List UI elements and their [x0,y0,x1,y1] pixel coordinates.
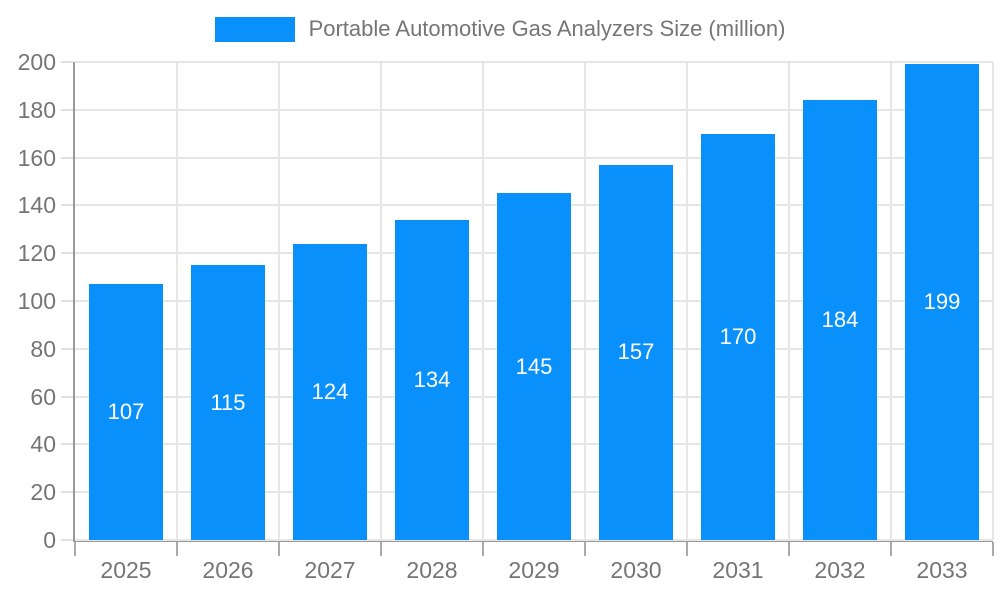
gridline-vertical [992,62,994,540]
gridline-horizontal [75,61,993,63]
gridline-vertical [686,62,688,540]
bar-value-label: 134 [413,366,451,392]
y-axis-tick-label: 120 [17,240,56,267]
y-axis-tick-label: 0 [43,527,56,553]
x-axis-tick [584,542,586,556]
x-axis-tick [890,542,892,556]
x-axis-tick [482,542,484,556]
x-axis-tick-label: 2030 [610,557,662,583]
bar-value-label: 170 [719,323,757,349]
y-axis-tick [61,156,73,159]
x-axis-tick-label: 2031 [712,557,764,583]
gridline-vertical [890,62,892,540]
gridline-vertical [278,62,280,540]
y-axis-tick [61,204,73,207]
bar-2028[interactable]: 134 [395,219,469,540]
bar-value-label: 107 [107,399,145,425]
gridline-horizontal [75,539,993,541]
y-axis-tick [61,108,73,111]
gridline-vertical [380,62,382,540]
x-axis-tick [992,542,994,556]
y-axis-tick-label: 140 [17,192,56,219]
gridline-vertical [482,62,484,540]
y-axis-tick-label: 60 [30,383,56,410]
y-axis-tick-label: 80 [30,335,56,362]
y-axis-tick-label: 40 [30,431,56,458]
bar-value-label: 115 [210,389,246,415]
bar-value-label: 124 [311,378,349,404]
y-axis-tick [61,443,73,446]
y-axis-tick [61,491,73,494]
bar-2027[interactable]: 124 [293,243,367,540]
y-axis-tick [61,539,73,541]
y-axis-tick [61,300,73,302]
bar-2025[interactable]: 107 [89,284,163,540]
legend-swatch [214,16,295,42]
y-axis-line [73,62,75,540]
bar-2031[interactable]: 170 [701,133,775,540]
bar-2029[interactable]: 145 [497,193,571,540]
x-axis-tick-label: 2032 [814,557,866,583]
plot-area: 107 115 124 134 145 157 170 184 199 [61,61,994,556]
x-axis-tick [788,542,790,556]
y-axis-tick [61,347,73,350]
gridline-vertical [584,62,586,540]
x-axis-tick [380,542,382,556]
x-axis-tick-label: 2025 [100,557,152,583]
legend-item[interactable]: Portable Automotive Gas Analyzers Size (… [214,16,786,42]
y-axis-tick-label: 20 [30,479,56,506]
x-axis-tick [74,542,76,556]
bar-2026[interactable]: 115 [191,265,265,540]
x-axis-line [73,540,993,542]
x-axis-tick [686,542,688,556]
gridline-vertical [176,62,178,540]
x-axis-tick-label: 2026 [202,557,254,583]
y-axis-tick [61,395,73,398]
bar-value-label: 157 [617,339,655,365]
legend: Portable Automotive Gas Analyzers Size (… [0,16,1000,42]
x-axis-tick-label: 2033 [916,557,968,583]
y-axis-tick-label: 200 [17,49,56,75]
y-axis-tick-label: 100 [17,288,56,314]
x-axis-tick-label: 2029 [508,557,560,583]
y-axis-tick [61,61,73,63]
x-axis-tick [278,542,280,556]
x-axis-tick-label: 2027 [304,557,356,583]
x-axis-tick [176,542,178,556]
y-axis-tick [61,252,73,255]
bar-2032[interactable]: 184 [803,100,877,540]
gridline-vertical [788,62,790,540]
x-axis-tick-label: 2028 [406,557,458,583]
gridline-horizontal [75,156,993,159]
bar-value-label: 184 [821,307,859,333]
bar-value-label: 199 [923,289,961,315]
gridline-horizontal [75,108,993,111]
y-axis-tick-label: 160 [17,144,56,171]
bar-value-label: 145 [515,353,553,379]
legend-label: Portable Automotive Gas Analyzers Size (… [308,16,786,41]
y-axis-tick-label: 180 [17,96,56,123]
bar-2030[interactable]: 157 [599,164,673,540]
bar-2033[interactable]: 199 [905,64,979,540]
